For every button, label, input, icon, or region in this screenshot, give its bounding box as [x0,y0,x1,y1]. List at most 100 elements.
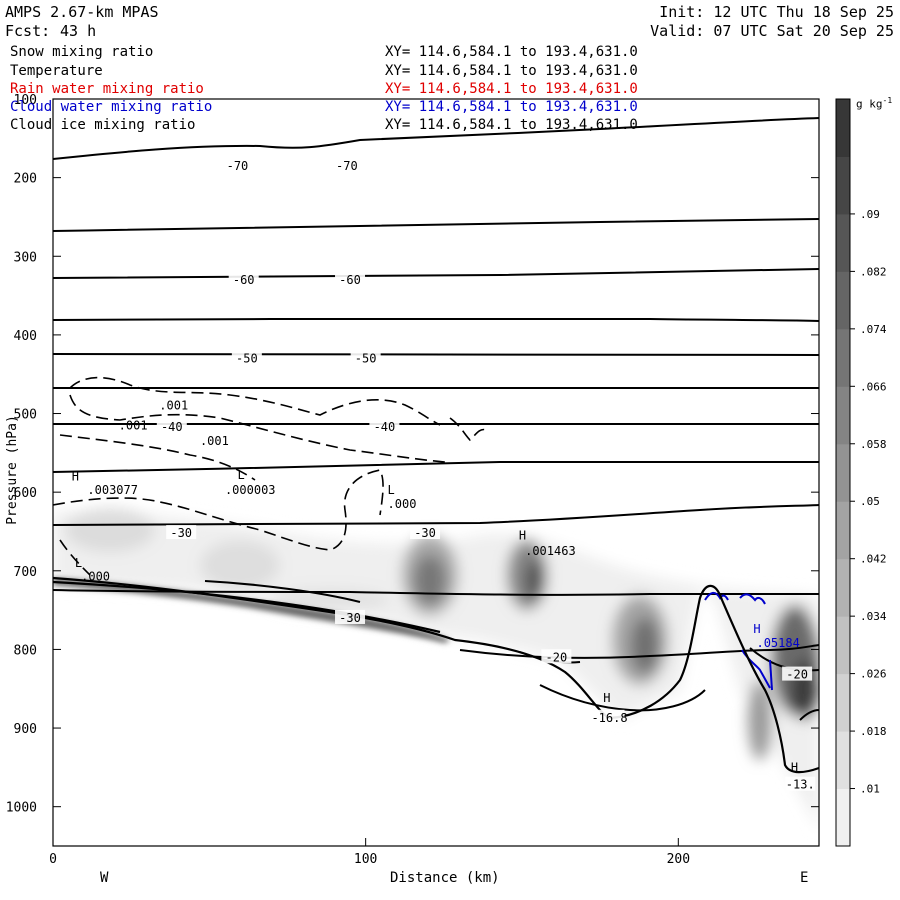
west-label: W [100,870,109,886]
colorbar-tick-label: .018 [860,725,887,738]
y-tick-label: 700 [14,565,37,580]
east-label: E [800,870,809,886]
init-time: Init: 12 UTC Thu 18 Sep 25 [659,3,894,21]
snow-mixing-ratio-shading [53,508,819,830]
colorbar-step [836,501,850,560]
field-name: Cloud ice mixing ratio [10,117,196,133]
contour-label: H [753,622,760,636]
forecast-value: 43 h [60,22,97,40]
colorbar-step [836,443,850,502]
field-xy: XY= 114.6,584.1 to 193.4,631.0 [385,44,638,60]
contour-label: .05184 [756,636,799,650]
field-xy: XY= 114.6,584.1 to 193.4,631.0 [385,63,638,79]
contour-label: H [519,528,526,542]
isotherm-label: -50 [355,351,377,365]
isotherm-label-bg [369,418,400,433]
isotherm-label: -40 [161,420,183,434]
y-tick-label: 400 [14,329,37,344]
snow-mixing-ratio-contours [53,376,488,576]
isotherm-label: -60 [339,273,361,287]
colorbar-step [836,788,850,847]
temperature-isotherms [53,117,819,721]
colorbar-tick-label: .058 [860,438,887,451]
y-tick-label: 300 [14,250,37,265]
contour-label: .001 [159,399,188,413]
isotherm-label: -70 [227,159,249,173]
colorbar-tick-label: .026 [860,668,887,681]
plot-frame [52,98,820,847]
y-tick-label: 200 [14,172,37,187]
y-tick-label: 1000 [6,801,37,816]
colorbar-tick-label: .074 [860,323,887,336]
field-name: Snow mixing ratio [10,44,154,60]
colorbar-tick-label: .042 [860,553,887,566]
isotherm-label-bg [231,350,262,365]
y-tick-label: 100 [14,93,37,108]
colorbar-step [836,386,850,445]
x-axis: 0 100 200 [49,838,690,867]
colorbar-tick-label: .034 [860,610,887,623]
x-axis-title: Distance (km) [390,870,500,886]
isotherm-label: -20 [546,650,568,664]
contour-label: .003077 [87,483,138,497]
isotherm-label-bg [541,649,572,664]
cloud-water-mixing-ratio-contours [704,592,773,691]
field-xy: XY= 114.6,584.1 to 193.4,631.0 [385,81,638,97]
colorbar-step [836,271,850,330]
y-tick-label: 800 [14,643,37,658]
contour-label: .000 [81,569,110,583]
isotherm-label: -60 [233,273,255,287]
isotherm-label-bg [785,776,816,791]
colorbar-step [836,328,850,387]
field-xy: XY= 114.6,584.1 to 193.4,631.0 [385,117,638,133]
isotherm-label: -30 [170,526,192,540]
x-tick-label: 200 [667,852,690,867]
y-tick-label: 500 [14,408,37,423]
contour-label: H [603,691,610,705]
colorbar-tick-label: .082 [860,265,887,278]
valid-time: Valid: 07 UTC Sat 20 Sep 25 [650,22,894,40]
colorbar-step [836,213,850,272]
contour-label: .001 [119,418,148,432]
colorbar-tick-label: .05 [860,495,880,508]
forecast-label: Fcst: [5,22,51,40]
y-tick-label: 600 [14,486,37,501]
isotherm-label-bg [782,666,813,681]
y-tick-label: 900 [14,722,37,737]
field-xy: XY= 114.6,584.1 to 193.4,631.0 [385,99,638,115]
colorbar-tick-label: .09 [860,208,880,221]
colorbar-unit: g kg-1 [856,96,893,111]
colorbar-tick-label: .066 [860,380,887,393]
contour-label: L [388,483,395,497]
contour-label: H [791,760,798,774]
field-name: Rain water mixing ratio [10,81,204,97]
isotherm-label-bg [222,157,253,172]
contour-label: L [237,468,244,482]
field-name: Cloud water mixing ratio [10,99,213,115]
isotherm-label-bg [410,525,441,540]
isotherm-label-bg [166,525,197,540]
colorbar-step [836,99,850,157]
contour-label: .000 [388,497,417,511]
colorbar-step [836,673,850,732]
model-title: AMPS 2.67-km MPAS [5,3,159,21]
isotherm-label: -30 [414,526,436,540]
field-name: Temperature [10,63,103,79]
isotherm-label-bg [335,271,366,286]
colorbar-step [836,156,850,215]
isotherm-label-bg [156,418,187,433]
chart-labels: -70 -70 -60 -60 -50 -50 -40 -40 -30 -30 -30 -20 -20 -… [72,157,816,792]
isotherm-label: -20 [786,668,808,682]
isotherm-label: -70 [336,159,358,173]
colorbar-step [836,731,850,790]
y-axis: 100 200 300 400 500 600 700 800 900 1000 [6,93,819,816]
isotherm-label: -13. [786,778,815,792]
contour-label: .001 [200,434,229,448]
isotherm-label: -30 [339,611,361,625]
isotherm-label-bg [331,157,362,172]
colorbar-step [836,616,850,675]
x-tick-label: 100 [354,852,377,867]
isotherm-label: -50 [236,351,258,365]
x-tick-label: 0 [49,852,57,867]
